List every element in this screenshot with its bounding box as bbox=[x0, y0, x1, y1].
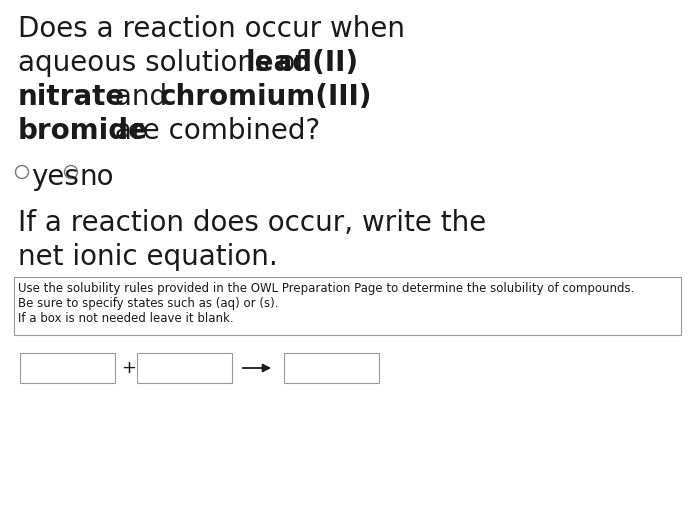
Text: yes: yes bbox=[31, 163, 79, 191]
Text: and: and bbox=[106, 83, 176, 111]
Text: If a box is not needed leave it blank.: If a box is not needed leave it blank. bbox=[18, 312, 234, 325]
Text: If a reaction does occur, write the: If a reaction does occur, write the bbox=[18, 209, 486, 237]
Text: aqueous solutions of: aqueous solutions of bbox=[18, 49, 314, 77]
Text: Be sure to specify states such as (aq) or (s).: Be sure to specify states such as (aq) o… bbox=[18, 297, 279, 310]
Text: Use the solubility rules provided in the OWL Preparation Page to determine the s: Use the solubility rules provided in the… bbox=[18, 282, 635, 295]
Text: bromide: bromide bbox=[18, 117, 148, 145]
Text: Does a reaction occur when: Does a reaction occur when bbox=[18, 15, 405, 43]
Text: are combined?: are combined? bbox=[106, 117, 320, 145]
Text: +: + bbox=[121, 359, 136, 377]
Text: no: no bbox=[80, 163, 115, 191]
Text: chromium(III): chromium(III) bbox=[160, 83, 373, 111]
Text: lead(II): lead(II) bbox=[246, 49, 359, 77]
Text: net ionic equation.: net ionic equation. bbox=[18, 243, 278, 271]
Text: nitrate: nitrate bbox=[18, 83, 125, 111]
